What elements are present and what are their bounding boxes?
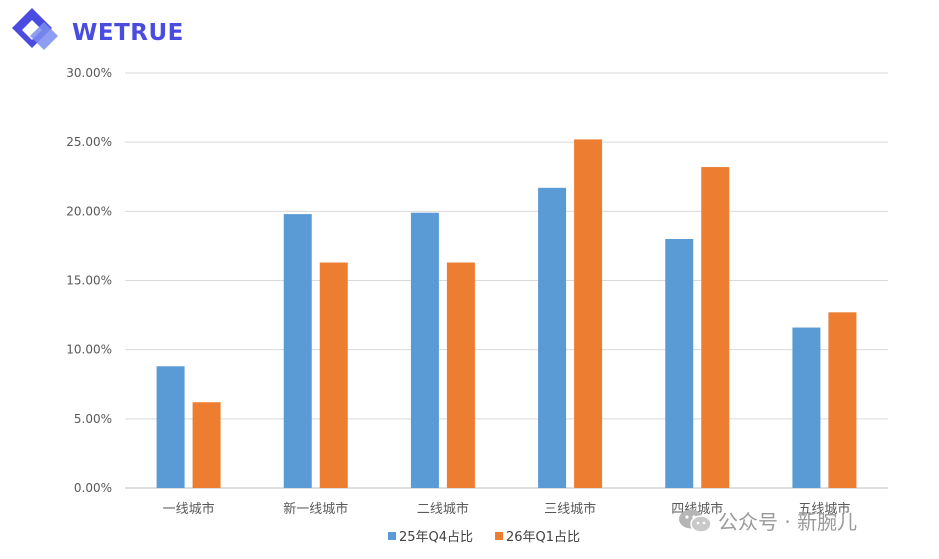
bar [665,239,694,488]
y-tick-label: 5.00% [74,412,112,426]
bar [574,139,603,488]
y-tick-label: 30.00% [66,66,112,80]
bar [828,312,857,488]
x-tick-label: 新一线城市 [283,501,348,517]
x-tick-label: 二线城市 [417,501,469,517]
bar [192,402,221,488]
watermark-text: 公众号 · 新腕儿 [718,510,858,534]
bar [446,262,475,488]
bar [538,187,567,489]
bar [156,366,185,488]
watermark: 公众号 · 新腕儿 [678,506,857,535]
y-tick-label: 15.00% [66,274,112,288]
bar [792,327,821,488]
y-tick-label: 0.00% [74,481,112,495]
legend-label: 25年Q4占比 [399,530,473,545]
gridlines [125,72,888,489]
bar [410,212,439,488]
y-tick-label: 20.00% [66,204,112,218]
y-axis-ticks: 0.00% 5.00% 10.00% 15.00% 20.00% 25.00% 30.00% [66,66,112,495]
y-tick-label: 10.00% [66,343,112,357]
bar [701,167,730,489]
legend-swatch [495,532,503,540]
legend: 25年Q4占比 26年Q1占比 [388,530,580,545]
wechat-icon [679,509,712,533]
x-tick-label: 一线城市 [163,501,215,517]
brand-logo-icon [12,8,58,50]
y-tick-label: 25.00% [66,135,112,149]
bar [283,214,312,488]
x-tick-label: 三线城市 [544,501,596,517]
legend-swatch [388,532,396,540]
bars [156,139,857,489]
legend-label: 26年Q1占比 [506,530,580,545]
brand-logo: WETRUE [10,6,183,54]
bar [319,262,348,488]
brand-name: WETRUE [72,20,184,46]
x-tick-label: 五线城市 [798,501,850,517]
